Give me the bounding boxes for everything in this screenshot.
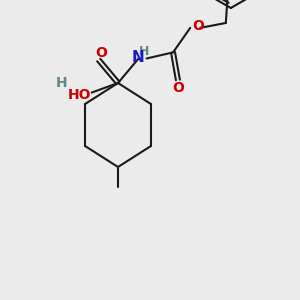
Text: O: O (95, 46, 107, 60)
Text: H: H (138, 45, 149, 58)
Text: O: O (172, 81, 184, 95)
Text: N: N (131, 50, 144, 65)
Text: H: H (56, 76, 68, 90)
Text: O: O (192, 19, 204, 33)
Text: HO: HO (68, 88, 92, 102)
